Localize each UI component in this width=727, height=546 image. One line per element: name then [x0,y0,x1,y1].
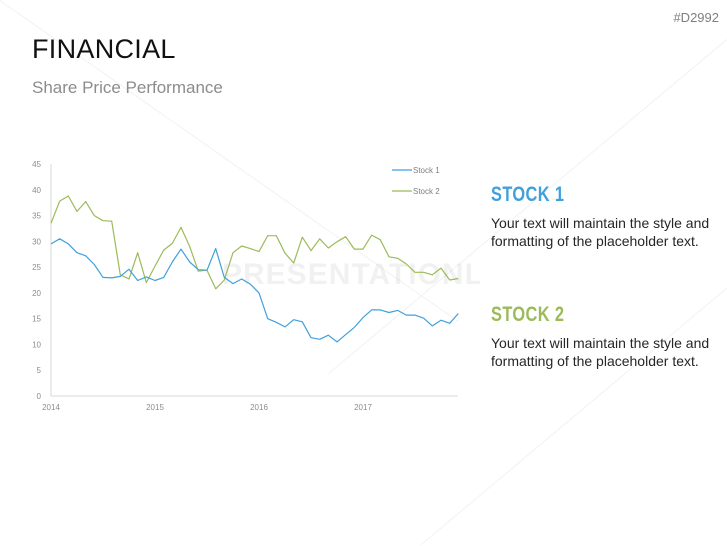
chart-series [50,195,459,343]
y-tick-label: 25 [32,263,41,272]
y-tick-label: 35 [32,212,41,221]
chart-axes: 0 5 10 15 20 25 30 35 40 45 2014 2015 2016 2017 [32,160,458,412]
y-tick-label: 40 [32,186,41,195]
chart-legend: Stock 1 Stock 2 [392,166,440,196]
stock-2-heading: STOCK 2 [491,303,565,326]
series-line-stock-2 [50,195,459,290]
y-tick-label: 15 [32,315,41,324]
x-tick-label: 2017 [354,403,372,412]
watermark-text: PRESENTATIONLOAD [222,258,480,291]
y-tick-label: 45 [32,160,41,169]
y-tick-label: 30 [32,237,41,246]
x-tick-label: 2014 [42,403,60,412]
stock-2-panel: STOCK 2 Your text will maintain the styl… [491,303,711,370]
y-tick-label: 20 [32,289,41,298]
series-line-stock-1 [50,238,459,343]
page-title: FINANCIAL [32,34,176,64]
stock-1-heading: STOCK 1 [491,183,565,206]
y-tick-label: 5 [37,366,42,375]
x-tick-label: 2015 [146,403,164,412]
y-tick-label: 10 [32,340,41,349]
x-tick-label: 2016 [250,403,268,412]
legend-label: Stock 1 [413,166,440,175]
stock-2-description: Your text will maintain the style and fo… [491,335,710,369]
legend-label: Stock 2 [413,187,440,196]
stock-1-panel: STOCK 1 Your text will maintain the styl… [491,183,711,250]
line-chart: PRESENTATIONLOAD 0 5 10 15 20 25 30 35 40 45 2014 2… [0,150,480,420]
slide-code: #D2992 [673,10,719,25]
stock-1-description: Your text will maintain the style and fo… [491,215,710,249]
y-tick-label: 0 [37,392,42,401]
page-subtitle: Share Price Performance [32,78,223,97]
chart-canvas: PRESENTATIONLOAD 0 5 10 15 20 25 30 35 40 45 2014 2… [32,160,480,412]
